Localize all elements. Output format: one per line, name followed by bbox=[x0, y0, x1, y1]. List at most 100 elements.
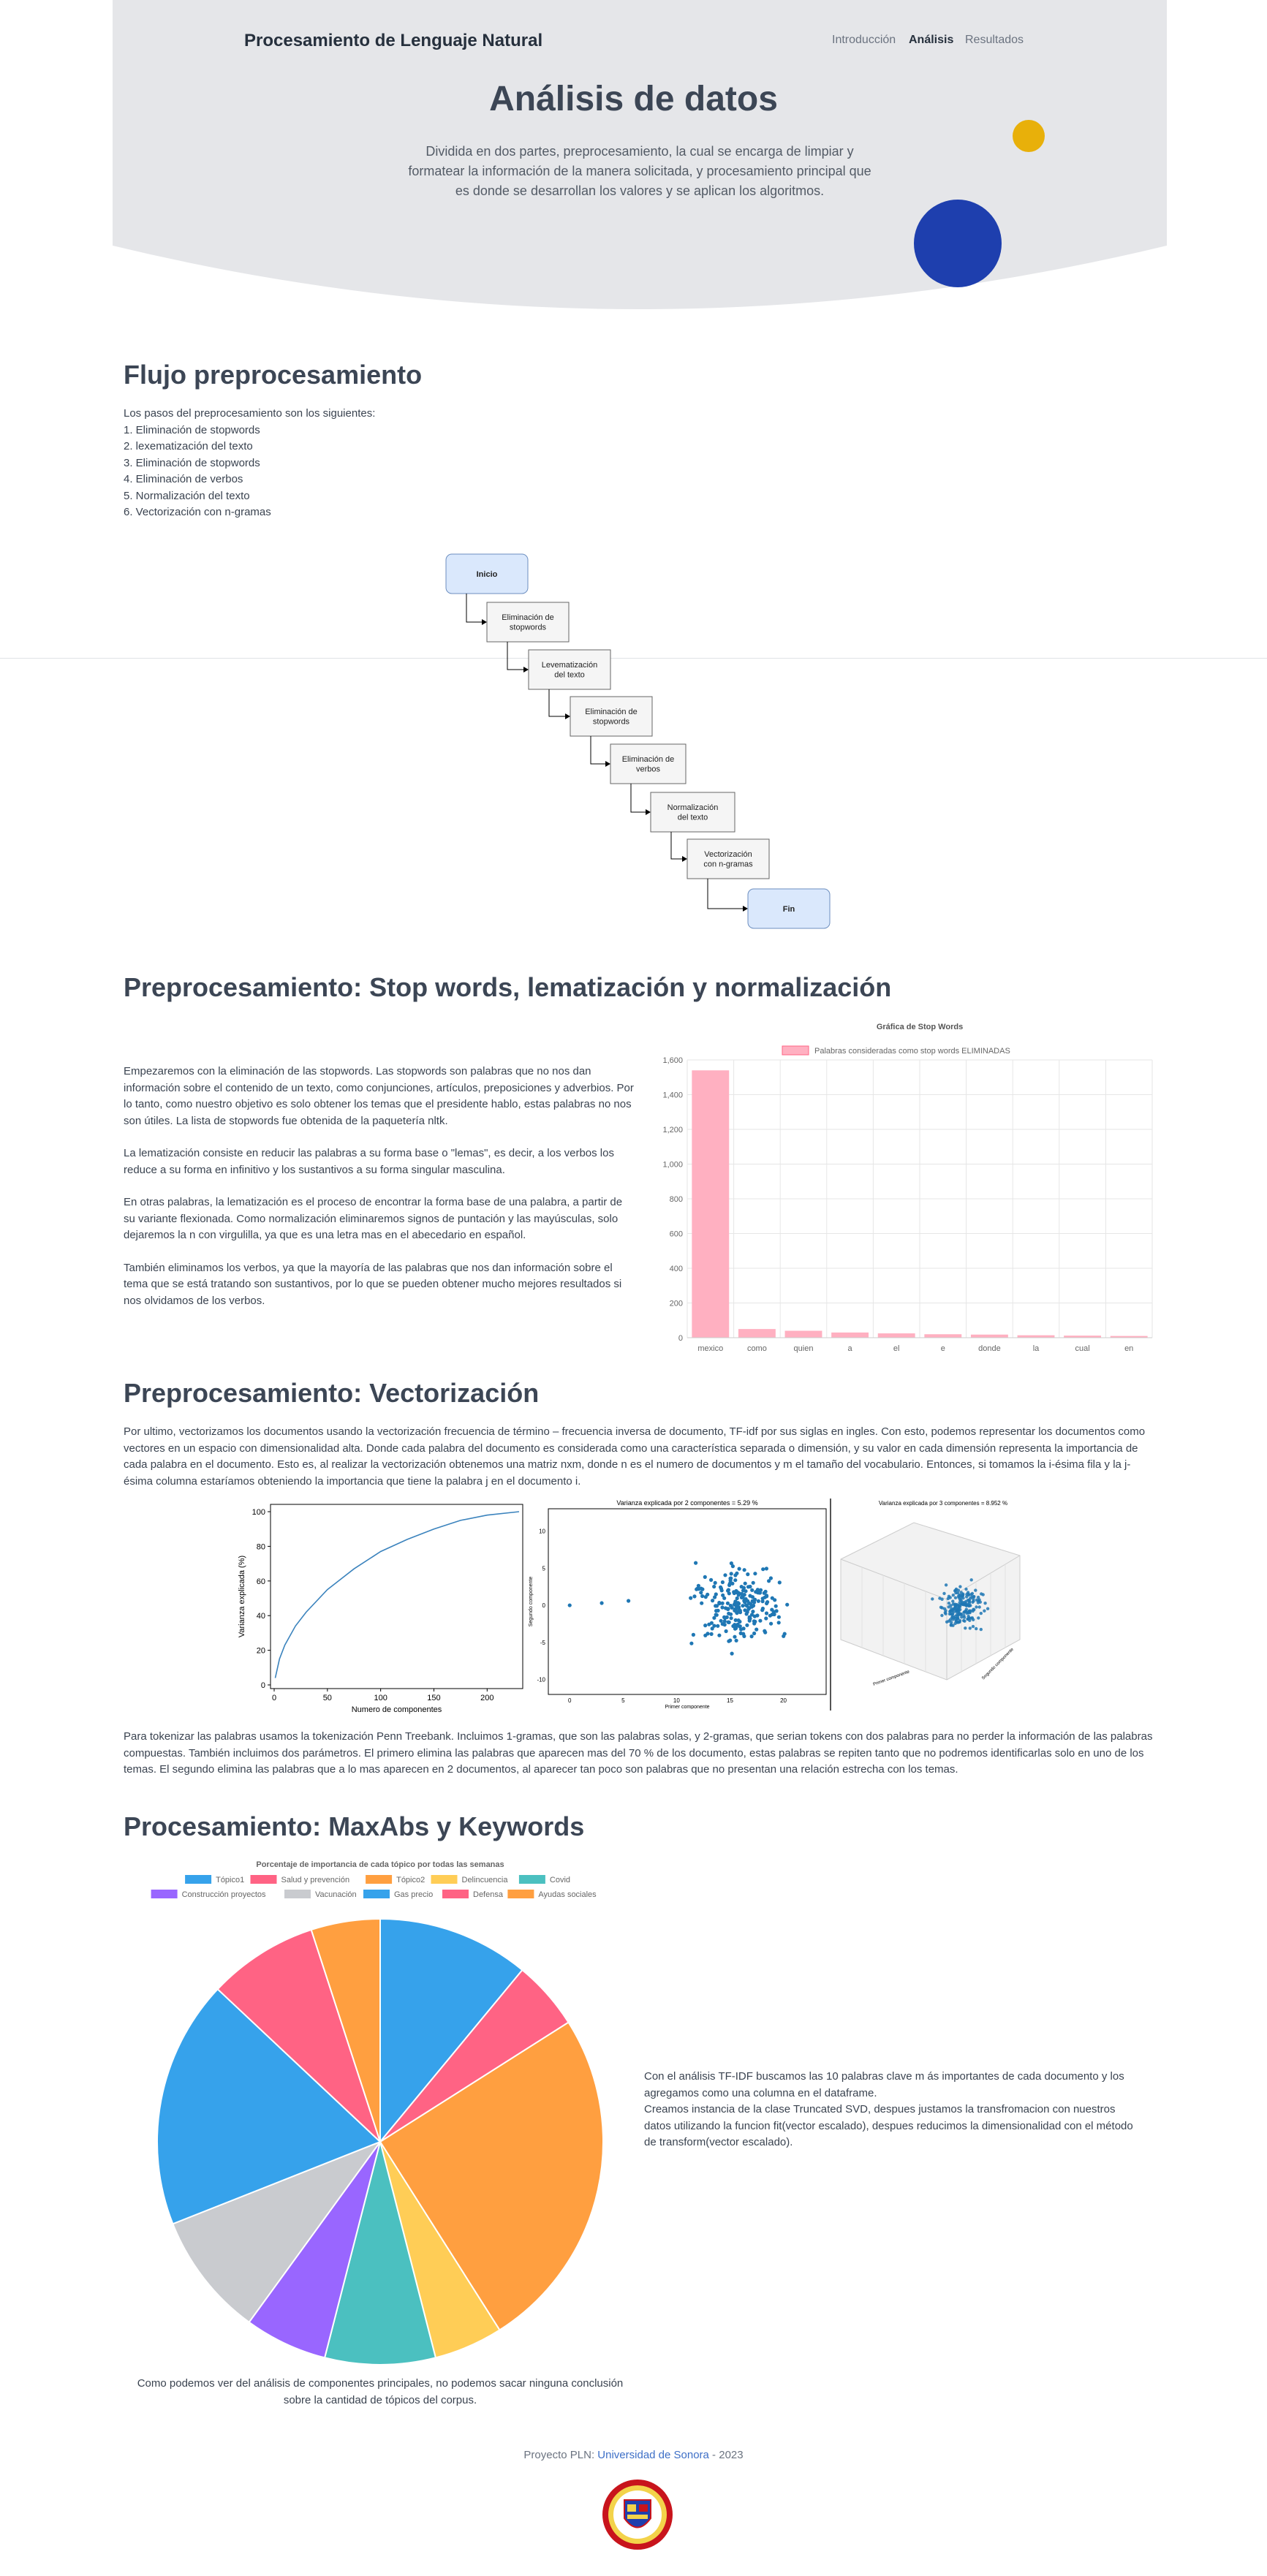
variance-line-chart: 0 50 100 150 200 0 20 40 60 80 100 Numero de compon… bbox=[238, 1504, 523, 1714]
x-tick-label: cual bbox=[1075, 1344, 1090, 1353]
legend-swatch bbox=[151, 1890, 178, 1898]
scatter-point bbox=[977, 1605, 981, 1609]
scatter-point bbox=[963, 1610, 967, 1614]
flow-step-node bbox=[650, 792, 735, 833]
scatter-point bbox=[776, 1621, 781, 1625]
scatter-point bbox=[700, 1601, 704, 1605]
nav-introduccion[interactable]: Introducción bbox=[832, 34, 896, 46]
scatter-point bbox=[975, 1598, 979, 1602]
scatter-point bbox=[730, 1651, 734, 1656]
axes-pane bbox=[840, 1522, 1021, 1681]
scatter-point bbox=[744, 1589, 748, 1594]
scatter-point bbox=[957, 1610, 961, 1613]
scatter-point bbox=[712, 1584, 716, 1589]
scatter-point bbox=[971, 1624, 975, 1629]
hero-background bbox=[113, 0, 1167, 309]
y-tick-label: 100 bbox=[252, 1508, 265, 1517]
scatter-point bbox=[785, 1602, 790, 1607]
proc-paragraph: Con el análisis TF-IDF buscamos las 10 p… bbox=[644, 2070, 1124, 2099]
scatter-point bbox=[761, 1567, 765, 1572]
scatter-point bbox=[949, 1623, 953, 1626]
scatter-point bbox=[736, 1624, 741, 1628]
scatter-point bbox=[760, 1608, 765, 1613]
section-title-flujo: Flujo preprocesamiento bbox=[124, 360, 423, 390]
scatter-point bbox=[736, 1593, 741, 1597]
x-tick-label: la bbox=[1033, 1344, 1040, 1353]
scatter-point bbox=[956, 1588, 961, 1592]
scatter-point bbox=[956, 1616, 960, 1620]
scatter-point bbox=[948, 1612, 952, 1616]
x-tick-label: 20 bbox=[780, 1697, 787, 1704]
y-tick-label: 600 bbox=[670, 1230, 683, 1239]
scatter-point bbox=[728, 1578, 733, 1583]
scatter-point bbox=[951, 1594, 955, 1597]
hero-header bbox=[113, 0, 1167, 311]
scatter-point bbox=[975, 1605, 978, 1609]
scatter-point bbox=[567, 1603, 572, 1607]
x-axis-label: Primer componente bbox=[873, 1670, 911, 1687]
scatter-point bbox=[699, 1586, 703, 1591]
scatter-point bbox=[695, 1587, 699, 1591]
page-title: Análisis de datos bbox=[489, 80, 778, 118]
scatter-point bbox=[734, 1638, 738, 1643]
scatter-point bbox=[773, 1598, 777, 1602]
scatter-point bbox=[751, 1610, 755, 1614]
scatter-point bbox=[950, 1621, 953, 1624]
flow-connector bbox=[548, 689, 567, 717]
scatter-point bbox=[733, 1608, 737, 1613]
x-tick-label: como bbox=[747, 1344, 767, 1353]
y-tick-label: 1,000 bbox=[662, 1161, 683, 1170]
scatter-point bbox=[972, 1595, 976, 1599]
scatter-point bbox=[964, 1587, 968, 1591]
scatter-point bbox=[940, 1606, 944, 1610]
scatter-point bbox=[943, 1611, 947, 1615]
scatter-point bbox=[736, 1606, 741, 1611]
scatter-point bbox=[974, 1588, 977, 1592]
scatter-point bbox=[747, 1616, 752, 1621]
scatter-point bbox=[964, 1604, 969, 1607]
scatter-point bbox=[691, 1632, 695, 1637]
scatter-point bbox=[764, 1567, 768, 1571]
scatter-point bbox=[721, 1593, 725, 1597]
legend-swatch bbox=[366, 1875, 393, 1884]
scatter-point bbox=[972, 1607, 976, 1612]
scatter-point bbox=[735, 1601, 740, 1605]
x-tick-label: 200 bbox=[480, 1694, 493, 1702]
university-seal-logo bbox=[602, 2480, 673, 2550]
legend-swatch bbox=[518, 1875, 545, 1884]
flow-node-label: stopwords bbox=[510, 624, 547, 632]
scatter-point bbox=[722, 1619, 727, 1624]
brand-title[interactable]: Procesamiento de Lenguaje Natural bbox=[244, 31, 543, 50]
x-axis-label: Primer componente bbox=[665, 1705, 709, 1709]
scatter-point bbox=[746, 1572, 750, 1577]
scatter-point bbox=[726, 1588, 730, 1592]
flow-diagram: Inicio Eliminación de stopwords Levematizac… bbox=[445, 553, 831, 929]
flow-node-label: Eliminación de bbox=[585, 708, 638, 716]
flow-node-label: verbos bbox=[636, 765, 661, 774]
nav-resultados[interactable]: Resultados bbox=[965, 34, 1024, 46]
bar bbox=[692, 1070, 730, 1338]
flujo-step: 6. Vectorización con n-gramas bbox=[124, 506, 271, 518]
flow-node-label: stopwords bbox=[593, 718, 630, 727]
nav-analisis[interactable]: Análisis bbox=[909, 34, 954, 46]
scatter-point bbox=[948, 1596, 952, 1599]
pre-paragraph: La lematización consiste en reducir las … bbox=[124, 1147, 614, 1176]
proc-text: Con el análisis TF-IDF buscamos las 10 p… bbox=[644, 2069, 1141, 2151]
scatter-point bbox=[782, 1632, 787, 1636]
scatter-point bbox=[706, 1592, 710, 1596]
page-subtitle: Dividida en dos partes, preprocesamiento… bbox=[408, 144, 871, 198]
scatter-point bbox=[966, 1598, 970, 1602]
scatter-point bbox=[700, 1594, 705, 1599]
scatter-point bbox=[751, 1580, 755, 1585]
scatter-point bbox=[725, 1601, 730, 1605]
chart-title: Porcentaje de importancia de cada tópico… bbox=[256, 1860, 504, 1869]
scatter-point bbox=[758, 1588, 763, 1592]
plot-frame bbox=[548, 1508, 827, 1695]
pie-slice bbox=[323, 2141, 437, 2365]
pre-paragraph: También eliminamos los verbos, ya que la… bbox=[124, 1261, 622, 1307]
scatter-point bbox=[760, 1596, 765, 1601]
footer-university-link[interactable]: Universidad de Sonora bbox=[597, 2449, 709, 2461]
flow-connector bbox=[590, 736, 607, 765]
scatter-point bbox=[733, 1634, 737, 1639]
vec-paragraph-2: Para tokenizar las palabras usamos la to… bbox=[124, 1730, 1153, 1776]
